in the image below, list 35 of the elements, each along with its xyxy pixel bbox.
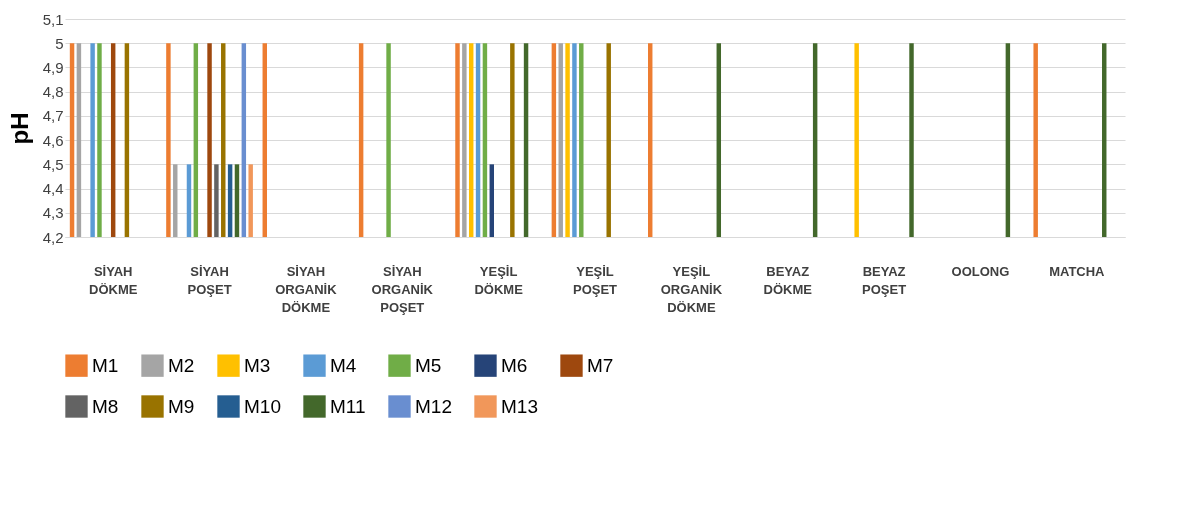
legend-label: M2 xyxy=(168,354,195,376)
legend-label: M12 xyxy=(415,395,452,417)
legend-label: M9 xyxy=(168,395,195,417)
y-tick-label: 4,8 xyxy=(42,83,64,101)
y-axis-title: pH xyxy=(5,112,33,145)
x-tick-label: SİYAH POŞET xyxy=(187,263,232,297)
legend-label: M7 xyxy=(587,354,614,376)
legend-label: M11 xyxy=(330,395,366,417)
legend-label: M6 xyxy=(501,354,528,376)
y-tick-label: 4,2 xyxy=(42,228,64,246)
legend-label: M5 xyxy=(415,354,442,376)
x-tick-label: SİYAH ORGANİK POŞET xyxy=(371,263,434,315)
x-tick-label: SİYAH DÖKME xyxy=(88,263,138,297)
y-tick-label: 4,5 xyxy=(42,155,64,173)
x-tick-label: SİYAH ORGANİK DÖKME xyxy=(275,263,338,315)
y-tick-label: 4,7 xyxy=(42,107,64,125)
legend-label: M1 xyxy=(92,354,119,376)
y-tick-label: 4,4 xyxy=(42,180,64,198)
y-tick-label: 5 xyxy=(55,34,64,52)
x-tick-label: OOLONG xyxy=(951,263,1010,279)
x-tick-label: YEŞİL ORGANİK DÖKME xyxy=(660,263,723,315)
x-tick-label: BEYAZ POŞET xyxy=(862,263,907,297)
y-tick-label: 4,6 xyxy=(42,131,64,149)
legend-label: M4 xyxy=(330,354,357,376)
legend-label: M10 xyxy=(244,395,281,417)
legend-label: M13 xyxy=(501,395,538,417)
x-tick-label: YEŞİL POŞET xyxy=(572,263,618,297)
y-tick-label: 4,9 xyxy=(42,58,64,76)
x-tick-label: BEYAZ DÖKME xyxy=(763,263,813,297)
y-tick-label: 5,1 xyxy=(42,10,64,28)
legend-label: M3 xyxy=(244,354,271,376)
legend-label: M8 xyxy=(92,395,119,417)
x-tick-label: YEŞİL DÖKME xyxy=(474,263,524,297)
x-tick-label: MATCHA xyxy=(1049,263,1106,279)
y-tick-label: 4,3 xyxy=(42,204,64,222)
